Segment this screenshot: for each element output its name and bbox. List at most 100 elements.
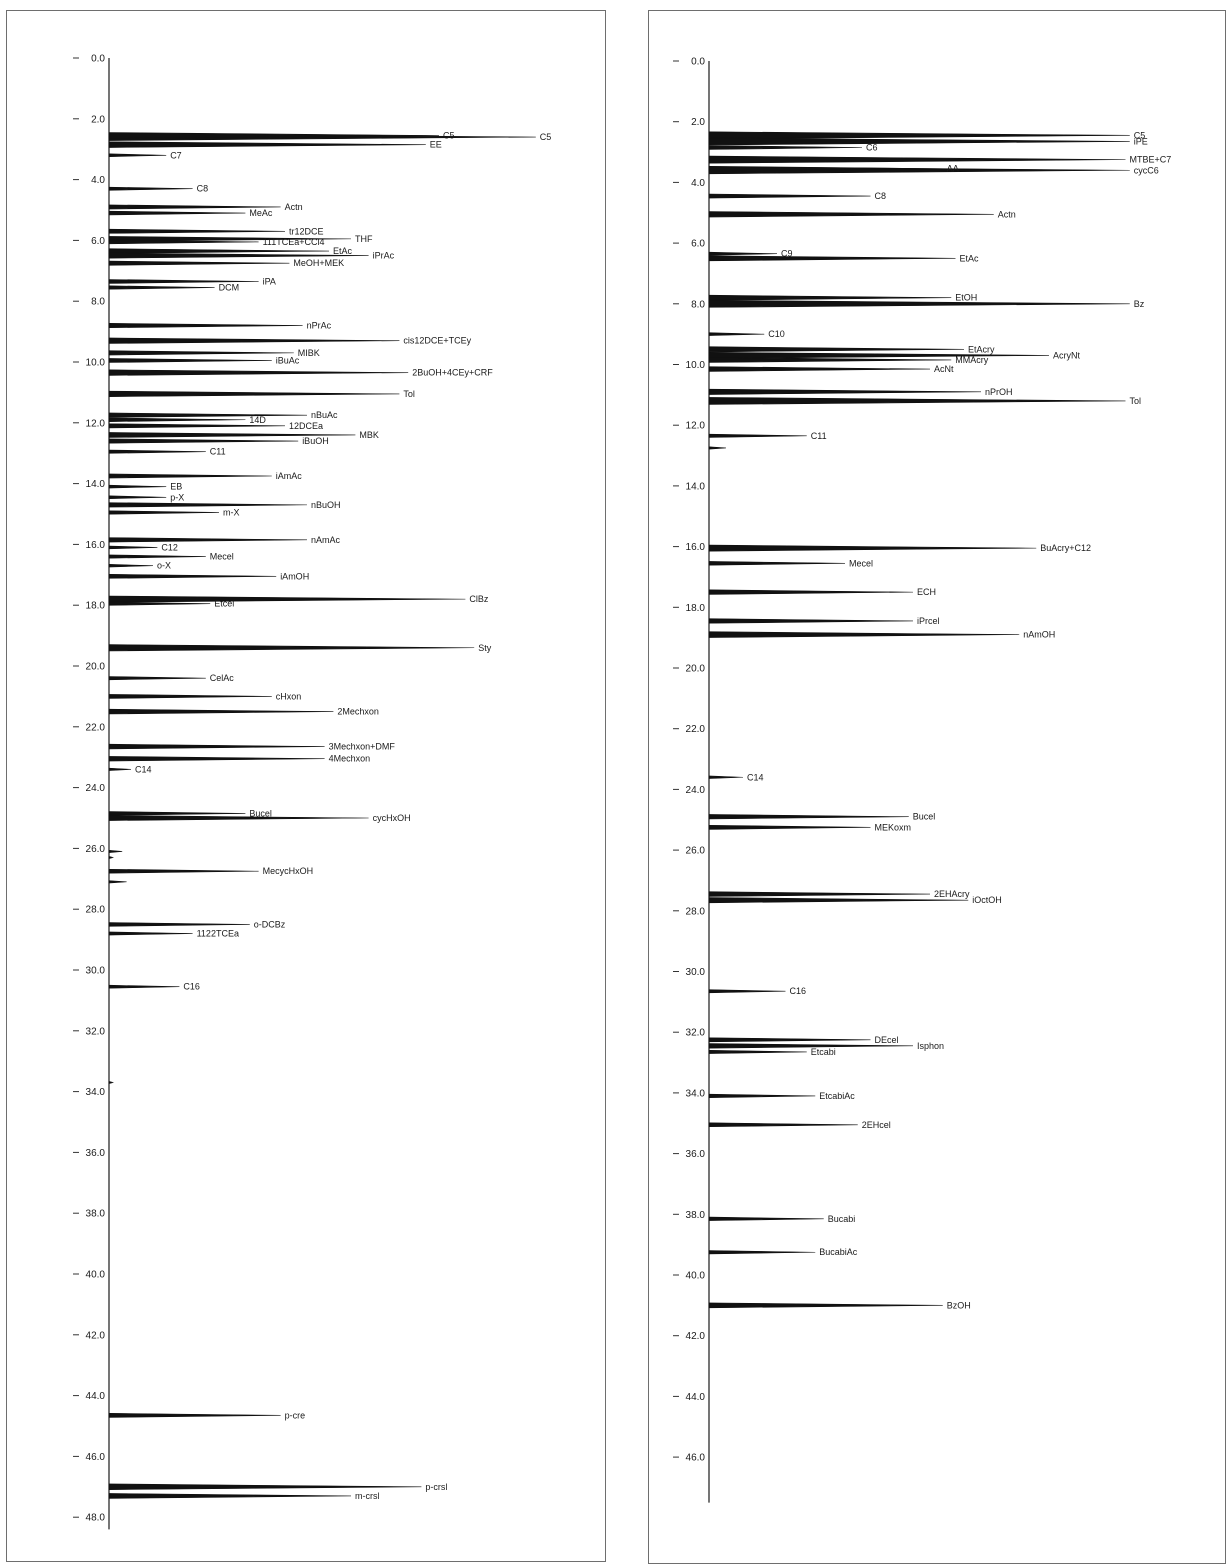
peak-label: Etcabi (811, 1047, 836, 1057)
peak-label: DCM (219, 283, 240, 293)
peak-label: AcryNt (1053, 350, 1080, 360)
left-chromatogram: 0.0 2.0 4.0 6.0 8.0 10.0 12.0 14.0 16.0 18.0 20.0 2… (73, 54, 552, 1530)
peak-label: THF (355, 234, 373, 244)
peak-mark (108, 554, 206, 559)
peak-mark (708, 1093, 816, 1098)
y-tick-label: 40.0 (86, 1270, 106, 1281)
peak-mark (108, 236, 352, 242)
peak-label: nPrOH (985, 387, 1013, 397)
peak-mark (108, 495, 167, 500)
peak-label: C10 (768, 329, 785, 339)
peak-label: 3Mechxon+DMF (329, 742, 396, 752)
y-tick-label: 8.0 (691, 299, 705, 310)
right-chromatogram-panel: 0.0 2.0 4.0 6.0 8.0 10.0 12.0 14.0 16.0 18.0 20.0 2… (648, 10, 1226, 1564)
y-tick-label: 14.0 (686, 481, 706, 492)
y-tick-label: 28.0 (686, 906, 706, 917)
peak-label: iPA (263, 276, 276, 286)
peak-mark (108, 358, 272, 363)
peak-label: C8 (875, 191, 887, 201)
peak-mark (708, 346, 965, 353)
y-tick-label: 14.0 (86, 479, 106, 490)
peak-mark (708, 351, 1050, 359)
peak-mark (108, 417, 246, 422)
peak-label: nPrAc (307, 321, 332, 331)
peak-mark (108, 545, 158, 550)
peak-mark (708, 775, 744, 779)
peak-mark (108, 390, 400, 397)
peak-label: p-cre (285, 1410, 306, 1420)
y-tick-label: 44.0 (686, 1392, 706, 1403)
peak-mark (708, 294, 952, 301)
peak-mark (108, 484, 167, 489)
peak-label: Bucel (913, 812, 936, 822)
peak-label: C11 (210, 447, 226, 457)
peak-mark (708, 891, 931, 897)
peak-mark (108, 279, 259, 284)
y-tick-label: 22.0 (86, 722, 106, 733)
peak-mark (108, 369, 409, 376)
peak-mark (708, 255, 956, 262)
peak-mark (708, 397, 1126, 405)
peak-label: MeOH+MEK (293, 258, 344, 268)
peak-label: MTBE+C7 (1130, 155, 1172, 165)
y-tick-label: 46.0 (86, 1452, 106, 1463)
peak-label: C7 (170, 150, 182, 160)
peak-mark (708, 332, 765, 336)
peak-mark (108, 153, 167, 158)
peak-label: C5 (1134, 130, 1146, 140)
peak-label: EE (430, 140, 442, 150)
peak-mark (708, 1037, 871, 1043)
peak-label: MBK (359, 430, 379, 440)
peak-label: BuAcry+C12 (1040, 543, 1091, 553)
peak-mark (108, 186, 193, 191)
peak-mark (108, 601, 211, 606)
peak-mark (708, 366, 931, 372)
y-tick-label: 30.0 (686, 967, 706, 978)
y-tick-label: 10.0 (686, 360, 706, 371)
y-tick-label: 6.0 (691, 239, 705, 250)
y-tick-label: 34.0 (686, 1088, 706, 1099)
peak-label: nAmAc (311, 535, 341, 545)
peak-label: iOctOH (972, 895, 1002, 905)
y-tick-label: 28.0 (86, 905, 106, 916)
peak-mark (108, 210, 246, 216)
peak-label: Isphon (917, 1041, 944, 1051)
peak-mark (108, 239, 259, 245)
peak-label: nBuAc (311, 410, 338, 420)
y-tick-label: 30.0 (86, 966, 106, 977)
peak-mark (108, 767, 132, 771)
peak-mark (108, 676, 206, 681)
peak-mark (108, 1493, 352, 1499)
peak-label: Bucel (249, 808, 272, 818)
y-tick-label: 20.0 (86, 662, 106, 673)
peak-mark (708, 1122, 858, 1128)
peak-label: C11 (811, 431, 827, 441)
peak-mark (108, 1483, 422, 1490)
peak-mark (108, 573, 277, 579)
y-tick-label: 12.0 (686, 421, 706, 432)
peak-mark (108, 337, 400, 344)
peak-label: Sty (478, 643, 492, 653)
peak-mark (108, 743, 325, 750)
peak-label: tr12DCE (289, 226, 324, 236)
peak-label: cis12DCE+TCEy (403, 336, 471, 346)
y-tick-label: 32.0 (86, 1026, 106, 1037)
peak-label: CelAc (210, 673, 235, 683)
peak-mark (108, 694, 272, 699)
peak-mark (708, 544, 1037, 552)
y-tick-label: 26.0 (86, 844, 106, 855)
peak-mark (708, 1043, 914, 1049)
peak-mark (108, 412, 308, 418)
y-tick-label: 2.0 (91, 114, 105, 125)
peak-label: nBuOH (311, 500, 341, 510)
peak-label: 4Mechxon (329, 754, 371, 764)
peak-label: C5 (540, 132, 552, 142)
peak-label: 111TCEa+CCl4 (263, 237, 325, 247)
y-tick-label: 2.0 (691, 117, 705, 128)
peak-label: 2EHAcry (934, 889, 970, 899)
peak-mark (708, 989, 786, 994)
peak-mark (108, 204, 281, 210)
peak-mark (108, 922, 250, 927)
peak-mark (108, 868, 259, 874)
peak-mark (108, 815, 369, 821)
